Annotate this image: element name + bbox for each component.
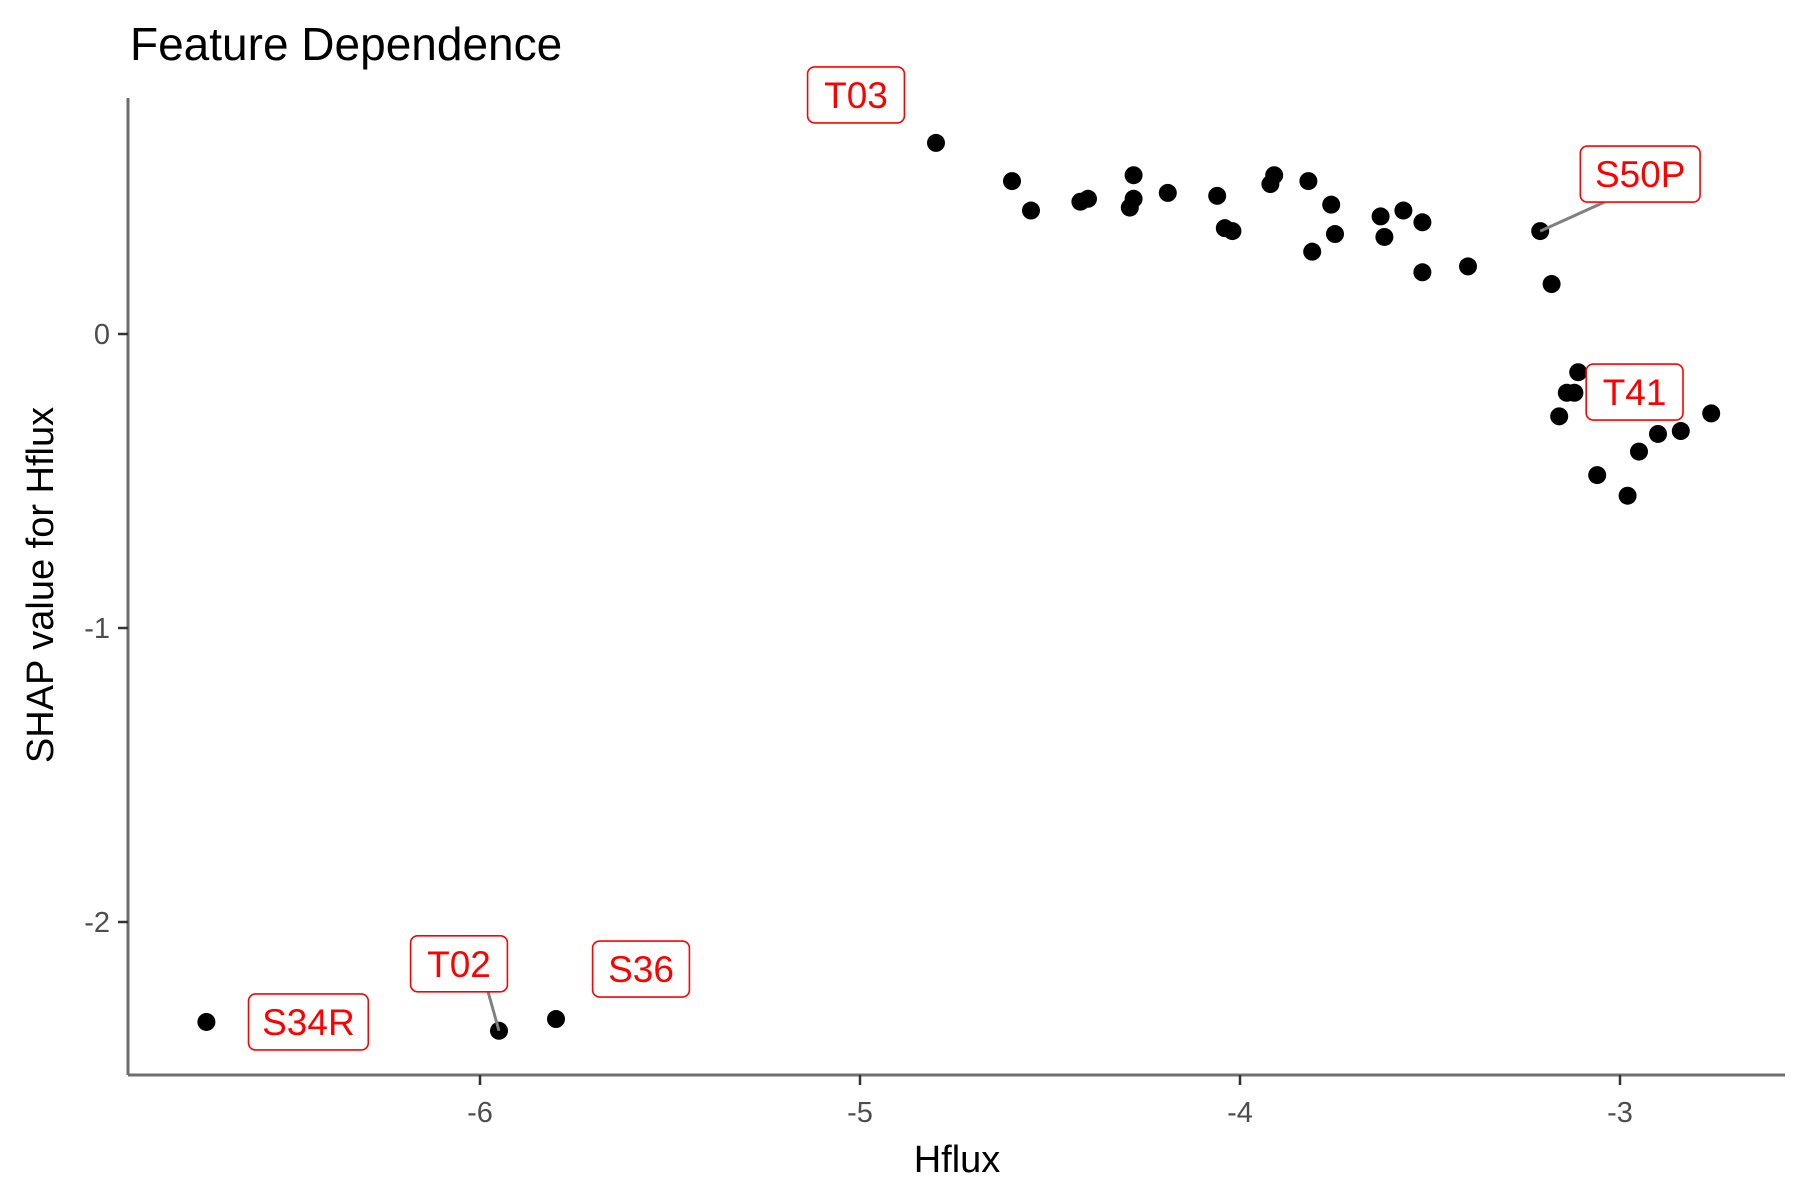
label-leader-line	[486, 991, 501, 1032]
point-label: T02	[409, 934, 509, 993]
data-point	[1394, 201, 1413, 220]
point-label-text: S50P	[1595, 154, 1686, 195]
data-point	[1542, 275, 1561, 294]
point-label-box	[409, 934, 509, 993]
data-point	[1003, 172, 1021, 191]
point-label-text: T41	[1603, 372, 1667, 413]
data-point	[1223, 222, 1242, 241]
data-point	[1371, 207, 1390, 226]
data-point	[1413, 213, 1432, 232]
data-point	[197, 1012, 216, 1031]
point-label-text: T03	[824, 75, 888, 116]
data-point	[1124, 189, 1143, 208]
data-point	[1208, 186, 1227, 205]
y-tick-label: 0	[94, 319, 110, 351]
chart-title: Feature Dependence	[130, 18, 562, 70]
data-point	[1413, 263, 1432, 282]
point-label-box	[1579, 145, 1701, 203]
point-label: S36	[591, 940, 691, 998]
data-point	[1022, 201, 1040, 220]
point-label: T41	[1585, 363, 1684, 421]
data-point	[927, 133, 945, 152]
point-label-box	[1585, 363, 1684, 421]
point-label-text: S34R	[262, 1002, 355, 1043]
point-label: T03	[806, 66, 906, 124]
data-point	[1265, 166, 1284, 185]
data-point	[1702, 404, 1721, 423]
point-label: S34R	[247, 993, 370, 1051]
label-leader-line	[1539, 200, 1605, 233]
labels-layer: T03 S50P T41 T02 S36 S34R	[247, 66, 1701, 1051]
data-point	[1618, 486, 1637, 505]
x-tick-label: -5	[847, 1097, 873, 1129]
point-label-box	[806, 66, 906, 124]
x-tick-label: -4	[1227, 1097, 1253, 1129]
data-point	[1565, 383, 1584, 402]
y-axis-title: SHAP value for Hflux	[20, 407, 62, 763]
data-point	[1588, 466, 1607, 485]
x-axis-title: Hflux	[914, 1139, 1001, 1181]
point-label-text: T02	[427, 944, 491, 985]
data-point	[1079, 189, 1097, 208]
data-point	[1671, 422, 1690, 441]
data-point	[1303, 242, 1322, 261]
point-label-text: S36	[608, 949, 674, 990]
data-point	[1459, 257, 1477, 276]
y-tick-label: -2	[84, 907, 110, 939]
data-point	[1299, 172, 1318, 191]
data-point	[1569, 363, 1588, 382]
x-tick-label: -6	[467, 1097, 493, 1129]
data-point	[547, 1010, 565, 1029]
y-tick-label: -1	[84, 613, 110, 645]
data-point	[1322, 195, 1341, 214]
x-tick-label: -3	[1607, 1097, 1633, 1129]
data-point	[1124, 166, 1143, 185]
data-point	[1326, 225, 1344, 244]
x-axis-ticks: -6 -5 -4 -3	[467, 1075, 1633, 1129]
point-label-box	[247, 993, 370, 1051]
y-axis-ticks: -2 -1 0	[84, 319, 128, 939]
data-point	[1158, 183, 1177, 202]
points-layer	[197, 133, 1721, 1040]
data-point	[1375, 227, 1394, 246]
point-label: S50P	[1579, 145, 1701, 203]
data-point	[1649, 424, 1667, 443]
data-point	[1630, 442, 1648, 461]
point-label-box	[591, 940, 691, 998]
data-point	[1550, 407, 1569, 426]
